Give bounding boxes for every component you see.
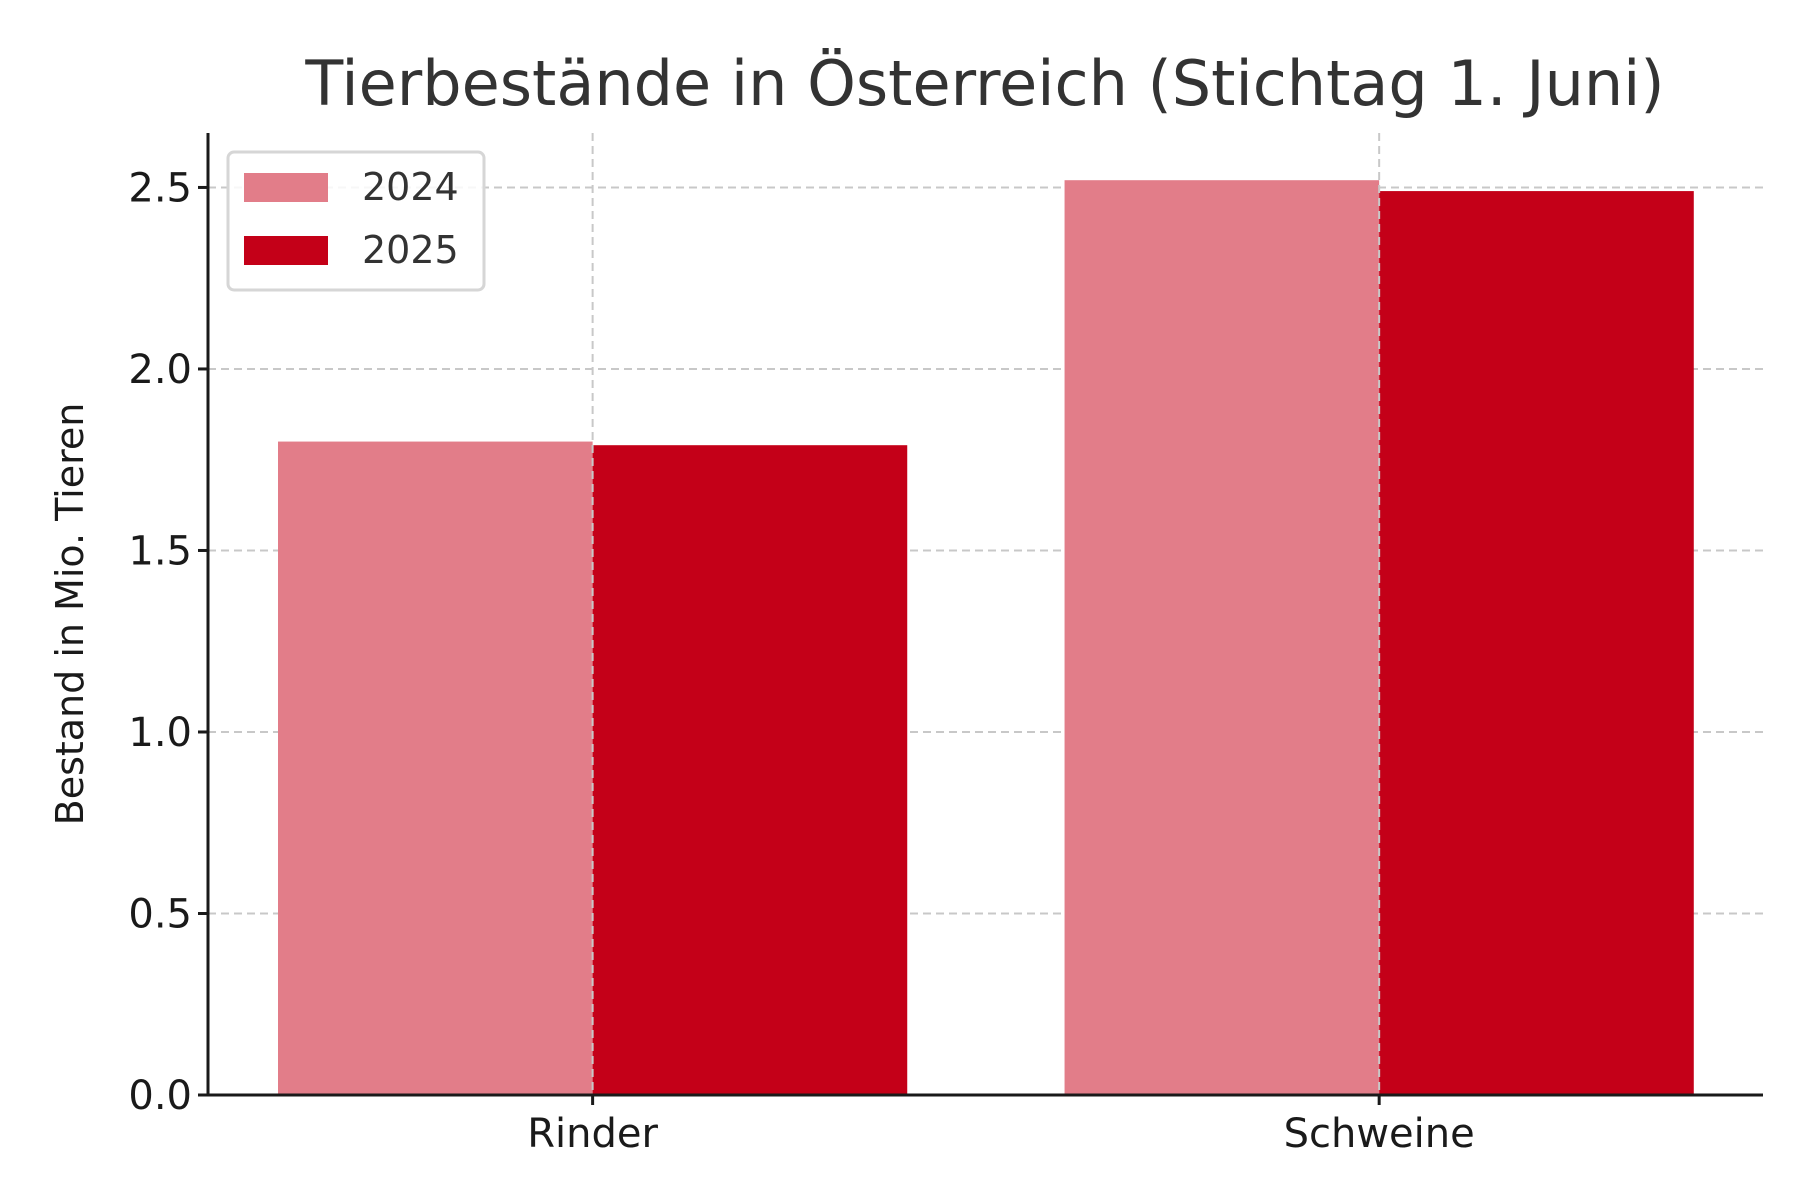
- vertical-grid: [591, 133, 1381, 1095]
- chart-title: Tierbestände in Österreich (Stichtag 1. …: [304, 47, 1664, 120]
- bar-rinder-2024: [278, 441, 593, 1095]
- x-tick-label: Rinder: [527, 1111, 658, 1157]
- y-tick-label: 2.5: [128, 165, 192, 211]
- legend-swatch-2025: [244, 236, 328, 265]
- y-tick-label: 0.0: [128, 1073, 192, 1119]
- legend-label: 2025: [362, 228, 459, 272]
- y-tick-label: 2.0: [128, 347, 192, 393]
- legend-label: 2024: [362, 165, 459, 209]
- x-tick-label: Schweine: [1284, 1111, 1475, 1157]
- bar-schweine-2024: [1064, 180, 1380, 1096]
- legend-swatch-2024: [244, 173, 328, 202]
- bar-rinder-2025: [592, 445, 908, 1095]
- bar-schweine-2025: [1379, 191, 1694, 1096]
- axes: 0.0 0.5 1.0 1.5 2.0 2.5 Rinder Schweine: [128, 133, 1763, 1157]
- y-tick-label: 1.5: [128, 528, 192, 574]
- y-tick-label: 1.0: [128, 710, 192, 756]
- bars: [278, 180, 1694, 1096]
- y-axis-label: Bestand in Mio. Tieren: [48, 403, 92, 826]
- y-tick-label: 0.5: [128, 891, 192, 937]
- legend: 2024 2025: [226, 150, 486, 292]
